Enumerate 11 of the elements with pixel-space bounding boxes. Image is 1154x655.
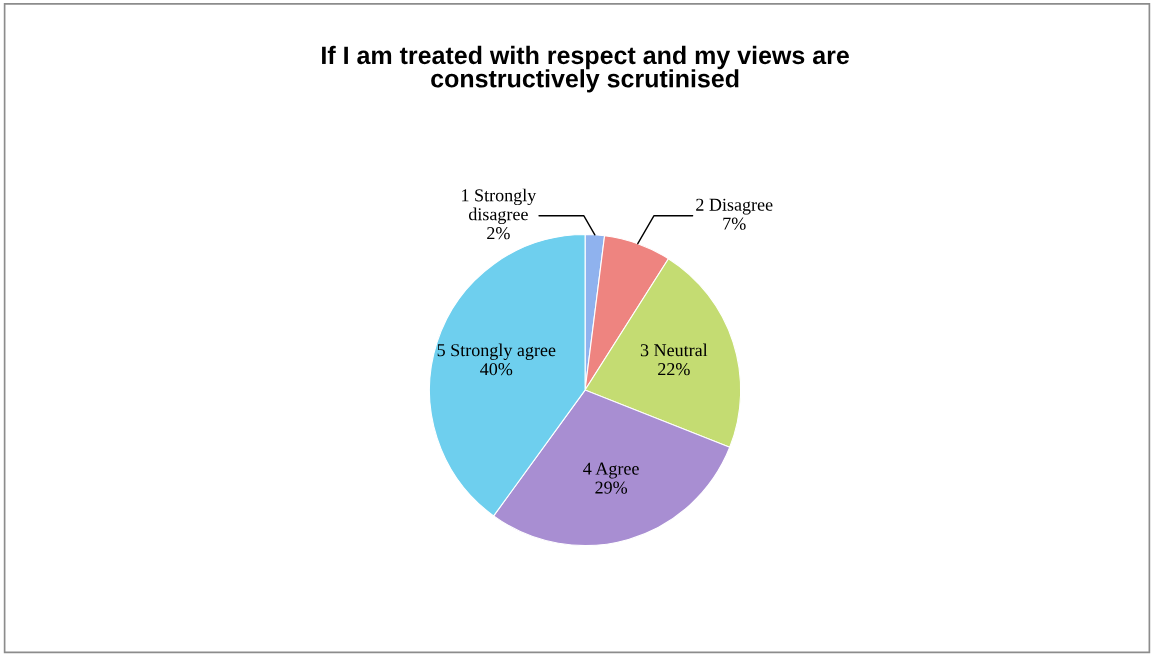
slice-label: 1 Strongly disagree bbox=[462, 188, 537, 225]
slice-label: 3 Neutral bbox=[640, 343, 708, 357]
slice-label: 4 Agree bbox=[583, 462, 639, 479]
chart-title: If I am treated with respect and my views are constructively scrutinised bbox=[322, 45, 849, 93]
data-label: 40% bbox=[480, 363, 513, 376]
data-label: 22% bbox=[658, 362, 690, 376]
data-label: 29% bbox=[595, 481, 628, 494]
slice-label: 2 Disagree bbox=[696, 198, 773, 215]
data-label: 2% bbox=[487, 227, 510, 240]
data-label: 7% bbox=[723, 217, 746, 230]
slice-label: 5 Strongly agree bbox=[437, 343, 556, 360]
